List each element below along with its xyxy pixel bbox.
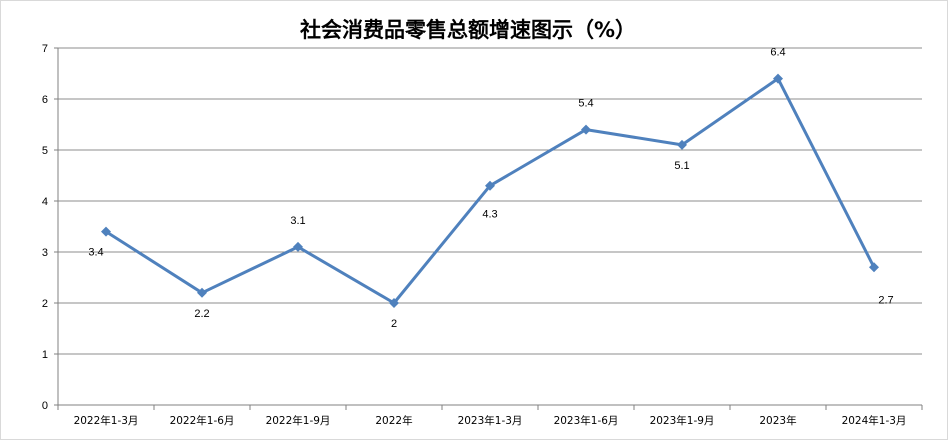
x-tick-label: 2023年 [759,414,796,427]
y-tick-label: 5 [42,145,48,157]
data-point-markers [101,73,879,308]
data-point-marker [581,124,591,135]
data-label: 4.3 [482,209,497,221]
y-tick-label: 1 [42,349,48,361]
x-tick-label: 2023年1-3月 [458,414,523,427]
data-label: 2.7 [878,294,893,306]
y-tick-label: 4 [42,196,48,208]
y-tick-label: 7 [42,43,48,55]
x-tick-label: 2024年1-3月 [842,414,907,427]
data-label: 5.4 [578,98,593,110]
x-tick-label: 2023年1-6月 [554,414,619,427]
data-label: 2.2 [194,308,209,320]
x-tick-label: 2022年 [375,414,412,427]
x-tick-label: 2022年1-6月 [170,414,235,427]
data-point-marker [677,139,687,150]
data-point-marker [293,241,303,252]
x-axis-ticks: 2022年1-3月 2022年1-6月 2022年1-9月 2022年 2023年1-3… [74,414,907,427]
data-label: 5.1 [674,160,689,172]
data-point-marker [869,262,879,273]
y-tick-label: 2 [42,298,48,310]
gridlines [58,47,922,355]
data-point-marker [101,226,111,237]
y-tick-label: 3 [42,247,48,259]
x-tick-label: 2022年1-3月 [74,414,139,427]
x-tick-label: 2022年1-9月 [266,414,331,427]
data-label: 6.4 [770,47,785,59]
data-label: 3.1 [290,215,305,227]
axes [54,47,923,410]
data-label: 2 [391,318,397,330]
chart-title: 社会消费品零售总额增速图示（%） [299,18,636,42]
y-axis-ticks: 0 1 2 3 4 5 6 7 [42,43,48,412]
data-point-marker [485,180,495,191]
data-point-marker [389,298,399,308]
y-tick-label: 0 [42,400,48,412]
data-labels: 3.4 2.2 3.1 2 4.3 5.4 5.1 6.4 2.7 [88,47,893,330]
data-label: 3.4 [88,247,103,259]
data-point-marker [197,287,207,298]
y-tick-label: 6 [42,94,48,106]
x-tick-label: 2023年1-9月 [650,414,715,427]
data-point-marker [773,73,783,84]
